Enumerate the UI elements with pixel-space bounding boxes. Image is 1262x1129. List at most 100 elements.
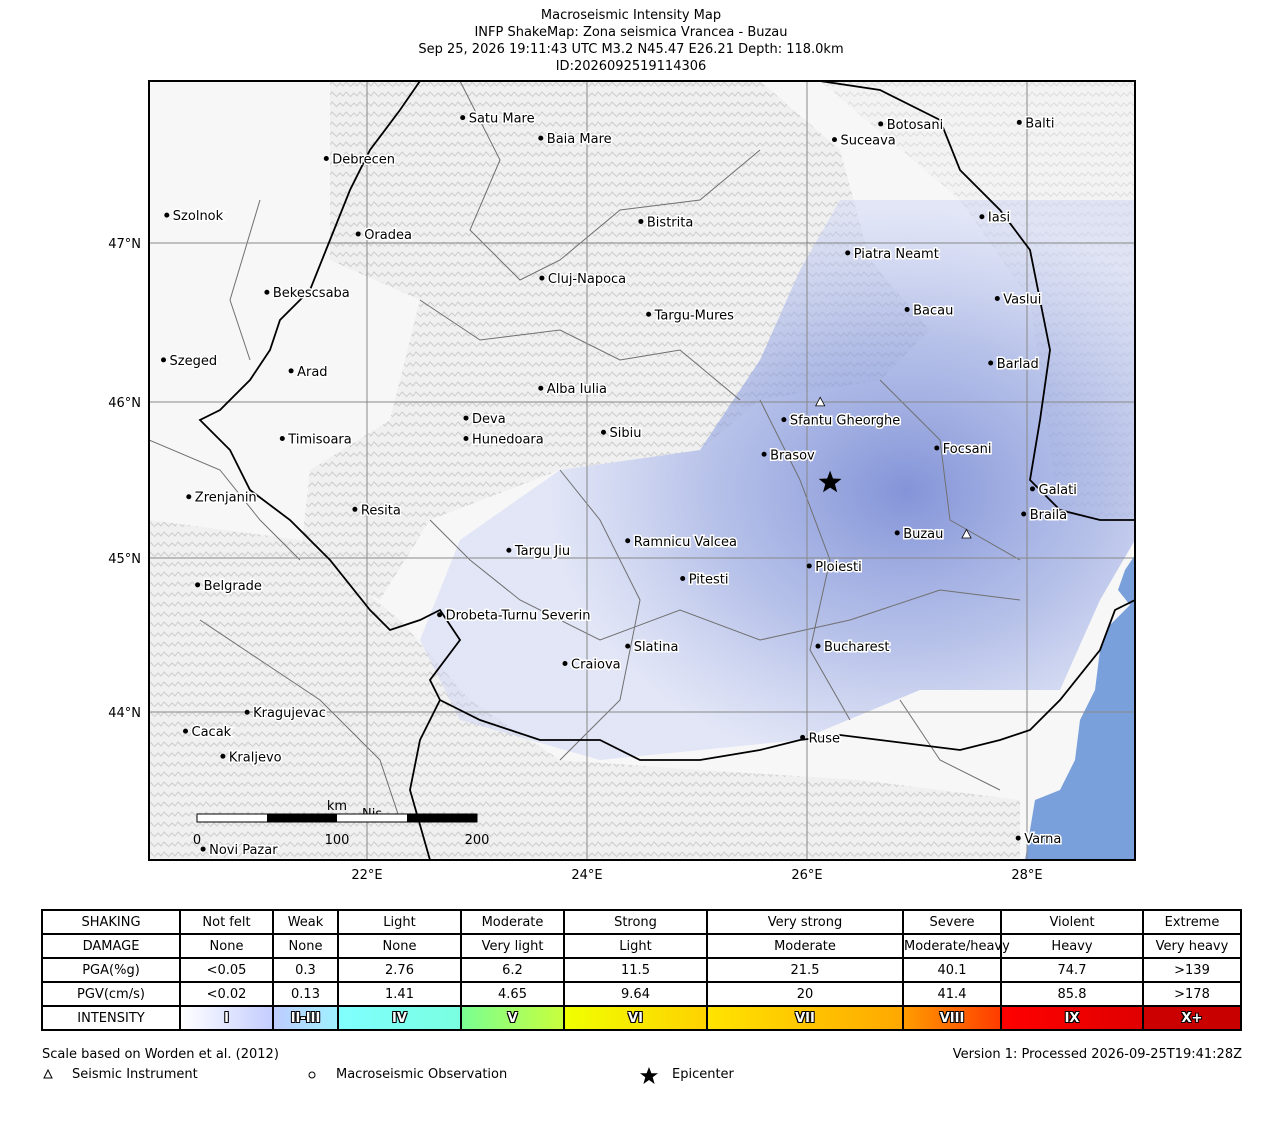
legend-cell: Moderate xyxy=(460,909,565,935)
city-dot xyxy=(979,214,985,220)
city-iasi: Iasi xyxy=(979,209,1012,227)
city-dot xyxy=(894,530,900,536)
city-dot xyxy=(161,357,166,363)
legend-row: PGV(cm/s) <0.02 0.13 1.41 4.65 9.64 20 41.4 85.8… xyxy=(41,981,1242,1007)
city-varna: Varna xyxy=(1015,831,1063,849)
legend-cell: 9.64 xyxy=(563,981,708,1007)
legend-cell: Heavy xyxy=(1000,933,1144,959)
legend-cell: <0.02 xyxy=(179,981,274,1007)
city-dot xyxy=(244,709,250,715)
city-layer: Satu Mare Baia Mare Debrecen SuceavaBotosan… xyxy=(161,110,1078,860)
city-balti: Balti xyxy=(1016,115,1056,133)
intensity-level-cell: VII xyxy=(706,1005,904,1031)
intensity-level-cell: VI xyxy=(563,1005,708,1031)
city-label: Satu Mare xyxy=(469,112,535,127)
city-label: Targu-Mures xyxy=(654,308,735,323)
intensity-map[interactable]: Satu Mare Baia Mare Debrecen SuceavaBotosan… xyxy=(0,0,1262,890)
city-dot xyxy=(761,451,767,457)
city-szeged: Szeged xyxy=(161,352,219,370)
city-dot xyxy=(186,494,192,500)
scale-label-100: 100 xyxy=(325,833,350,848)
city-buzau: Buzau xyxy=(894,525,945,543)
intensity-level-cell: IV xyxy=(337,1005,462,1031)
city-baia-mare: Baia Mare xyxy=(538,131,613,149)
city-label: Focsani xyxy=(943,442,992,457)
intensity-row: INTENSITY I II-III IV V VI VII VIII IX X+ xyxy=(41,1005,1242,1031)
legend-cell: Very heavy xyxy=(1142,933,1242,959)
city-label: Galati xyxy=(1039,483,1077,498)
seismic-instrument-marker[interactable] xyxy=(961,528,972,539)
city-dot xyxy=(994,296,1000,302)
map-frame xyxy=(148,80,1136,861)
city-belgrade: Belgrade xyxy=(195,577,263,595)
city-label: Sfantu Gheorghe xyxy=(790,414,900,429)
title-line-3: Sep 25, 2026 19:11:43 UTC M3.2 N45.47 E2… xyxy=(418,42,844,57)
city-dot xyxy=(538,135,544,141)
seismic-instrument-marker[interactable] xyxy=(815,396,826,407)
city-drobeta-turnu-severin: Drobeta-Turnu Severin xyxy=(437,607,592,625)
city-label: Ruse xyxy=(809,731,840,746)
legend-row: SHAKING Not felt Weak Light Moderate Strong Ve… xyxy=(41,909,1242,935)
intensity-level-cell: V xyxy=(460,1005,565,1031)
city-slatina: Slatina xyxy=(625,639,680,657)
city-label: Novi Pazar xyxy=(209,843,278,858)
city-label: Alba Iulia xyxy=(547,382,607,397)
city-dot xyxy=(601,429,606,435)
legend-cell: None xyxy=(179,933,274,959)
city-craiova: Craiova xyxy=(562,656,622,674)
city-label: Targu Jiu xyxy=(514,544,570,559)
lat-label-47: 47°N xyxy=(108,237,141,252)
intensity-level-cell: I xyxy=(179,1005,274,1031)
city-label: Slatina xyxy=(634,640,679,655)
city-dot xyxy=(1030,486,1035,492)
legend-cell: 6.2 xyxy=(460,957,565,983)
instrument-layer xyxy=(815,396,972,539)
lon-label-24: 24°E xyxy=(571,868,602,883)
legend-row: PGA(%g) <0.05 0.3 2.76 6.2 11.5 21.5 40.1 74.7 >1… xyxy=(41,957,1242,983)
city-label: Hunedoara xyxy=(472,433,544,448)
city-barlad: Barlad xyxy=(988,356,1040,374)
city-dot xyxy=(646,311,652,317)
legend-cell: Very light xyxy=(460,933,565,959)
city-hunedoara: Hunedoara xyxy=(463,431,545,449)
legend-cell: 40.1 xyxy=(902,957,1002,983)
city-dot xyxy=(680,576,686,582)
lat-axis-labels: 47°N 46°N 45°N 44°N xyxy=(108,237,141,721)
scale-label-200: 200 xyxy=(465,833,490,848)
lat-label-46: 46°N xyxy=(108,396,141,411)
city-dot xyxy=(815,643,821,649)
city-dot xyxy=(988,360,994,366)
legend-cell: 0.13 xyxy=(272,981,339,1007)
city-label: Cluj-Napoca xyxy=(548,272,626,287)
city-label: Drobeta-Turnu Severin xyxy=(446,609,591,624)
legend-cell: Severe xyxy=(902,909,1002,935)
epicenter-star[interactable] xyxy=(818,470,842,493)
city-dot xyxy=(562,660,568,666)
city-sfantu-gheorghe: Sfantu Gheorghe xyxy=(781,412,902,430)
city-label: Bucharest xyxy=(824,640,889,655)
epicenter-legend-label: Epicenter xyxy=(672,1067,734,1082)
city-dot xyxy=(845,250,851,256)
city-dot xyxy=(625,538,631,544)
city-label: Belgrade xyxy=(204,579,262,594)
city-dot xyxy=(781,417,787,423)
city-label: Timisoara xyxy=(287,433,351,448)
city-label: Iasi xyxy=(988,211,1010,226)
instrument-legend-icon xyxy=(43,1068,53,1079)
city-label: Pitesti xyxy=(689,573,729,588)
shaking-area xyxy=(420,200,1135,760)
legend-row-label: DAMAGE xyxy=(41,933,181,959)
city-dot xyxy=(638,218,644,224)
legend-cell: Light xyxy=(563,933,708,959)
city-ramnicu-valcea: Ramnicu Valcea xyxy=(625,533,739,551)
city-dot xyxy=(878,121,884,127)
city-szolnok: Szolnok xyxy=(164,208,225,226)
legend-row: DAMAGE None None None Very light Light Moderat… xyxy=(41,933,1242,959)
legend-cell: 21.5 xyxy=(706,957,904,983)
lat-label-45: 45°N xyxy=(108,552,141,567)
city-label: Cacak xyxy=(192,725,232,740)
city-resita: Resita xyxy=(352,502,402,520)
city-label: Baia Mare xyxy=(547,132,612,147)
city-dot xyxy=(264,289,270,295)
legend-cell: >139 xyxy=(1142,957,1242,983)
